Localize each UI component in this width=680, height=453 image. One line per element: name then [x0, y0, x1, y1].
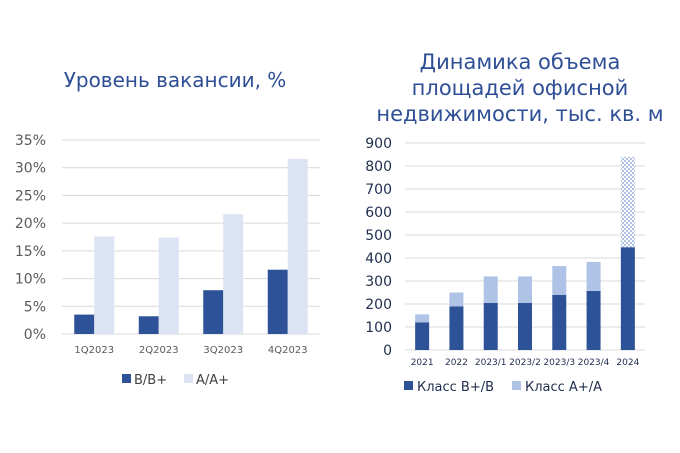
x-tick-label: 2021 [411, 358, 434, 368]
bar-Класс A+/A [552, 266, 567, 295]
x-tick-label: 3Q2023 [203, 345, 243, 356]
legend-label: B/B+ [134, 373, 167, 388]
y-tick-label: 20% [15, 216, 46, 232]
chart-1-title: Уровень вакансии, % [63, 68, 287, 92]
bar-Класс B+/B [620, 247, 635, 350]
legend-label: Класс B+/B [417, 380, 494, 395]
bar-A/A+ [158, 237, 179, 334]
y-tick-label: 200 [365, 297, 392, 313]
y-tick-label: 0% [24, 327, 46, 343]
y-tick-label: 500 [365, 228, 392, 244]
x-tick-label: 2023/2 [509, 358, 541, 368]
bar-A/A+ [223, 214, 244, 334]
y-tick-label: 300 [365, 274, 392, 290]
x-tick-label: 2024 [616, 358, 639, 368]
bar-Класс B+/B [552, 294, 567, 350]
bar-A/A+ [94, 236, 115, 334]
y-tick-label: 800 [365, 159, 392, 175]
legend-swatch [404, 381, 413, 390]
x-tick-label: 2023/4 [578, 358, 610, 368]
bar-Класс B+/B [586, 290, 601, 350]
x-tick-label: 4Q2023 [268, 345, 308, 356]
chart-2-title-line: недвижимости, тыс. кв. м [376, 102, 664, 126]
bar-Класс B+/B [483, 302, 498, 350]
bar-Класс A+/A [415, 314, 430, 323]
bar-Класс A+/A [620, 156, 635, 248]
bar-Класс A+/A [483, 276, 498, 303]
y-tick-label: 15% [15, 244, 46, 260]
y-tick-label: 25% [15, 188, 46, 204]
y-tick-label: 700 [365, 182, 392, 198]
bar-Класс A+/A [586, 261, 601, 291]
x-tick-label: 2Q2023 [139, 345, 179, 356]
y-tick-label: 600 [365, 205, 392, 221]
chart-2-title: Динамика объема площадей офисной недвижи… [360, 49, 680, 127]
legend-swatch [512, 381, 521, 390]
bar-Класс B+/B [415, 322, 430, 350]
legend-label: A/A+ [196, 373, 229, 388]
y-tick-label: 400 [365, 251, 392, 267]
x-tick-label: 2023/3 [543, 358, 575, 368]
chart-2-title-line: площадей офисной [411, 76, 629, 100]
y-tick-label: 30% [15, 161, 46, 177]
y-tick-label: 35% [15, 133, 46, 149]
y-tick-label: 10% [15, 272, 46, 288]
x-tick-label: 2022 [445, 358, 468, 368]
bar-B/B+ [203, 290, 224, 334]
y-tick-label: 5% [24, 299, 46, 315]
y-tick-label: 100 [365, 320, 392, 336]
bar-Класс A+/A [518, 276, 532, 303]
bar-B/B+ [267, 269, 288, 334]
y-tick-label: 900 [365, 136, 392, 152]
x-tick-label: 2023/1 [475, 358, 507, 368]
bar-Класс A+/A [449, 292, 464, 307]
bar-A/A+ [287, 158, 308, 334]
chart-2-title-line: Динамика объема [419, 50, 621, 74]
legend-label: Класс A+/A [525, 380, 602, 395]
bar-B/B+ [74, 314, 95, 334]
bar-Класс B+/B [518, 302, 532, 350]
bar-Класс B+/B [449, 306, 464, 350]
legend-swatch [122, 374, 131, 383]
x-tick-label: 1Q2023 [74, 345, 114, 356]
bar-B/B+ [138, 316, 159, 334]
legend-swatch [184, 374, 193, 383]
y-tick-label: 0 [383, 343, 392, 359]
